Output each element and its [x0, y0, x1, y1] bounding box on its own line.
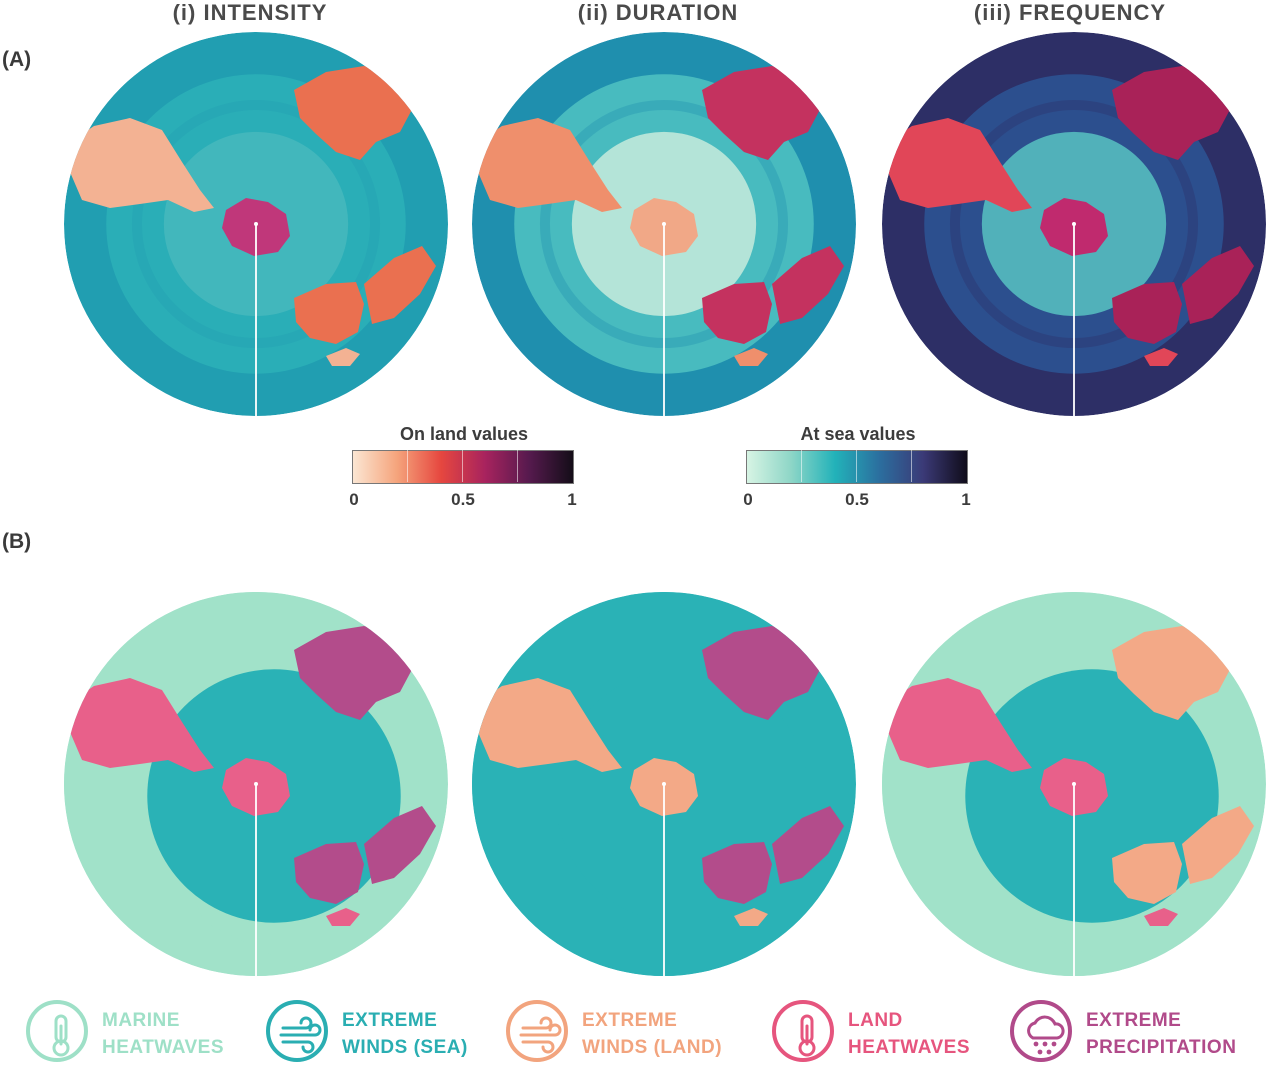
land-australia	[1112, 282, 1182, 344]
land-australia	[1112, 842, 1182, 904]
map-a-duration	[472, 32, 856, 416]
colorbar-land: On land values 0 0.5 1	[349, 424, 577, 514]
land-africa	[294, 66, 416, 160]
land-africa	[1112, 66, 1234, 160]
land-samerica	[478, 118, 622, 212]
column-title-duration: (ii) DURATION	[577, 0, 739, 25]
land-asia	[364, 246, 436, 324]
colorbar-sea-title: At sea values	[800, 424, 916, 444]
colorbar-land-gradient	[352, 450, 574, 484]
land-asia	[364, 806, 436, 884]
land-australia	[702, 282, 772, 344]
land-australia	[294, 842, 364, 904]
colorbar-land-tick-0: 0	[349, 490, 359, 509]
colorbar-sea-gradient	[746, 450, 968, 484]
land-samerica	[888, 118, 1032, 212]
legend-label-line1: EXTREME	[1086, 1010, 1182, 1031]
legend-label-line2: PRECIPITATION	[1086, 1037, 1237, 1058]
map-a-frequency	[882, 32, 1266, 416]
map-b-duration	[472, 592, 856, 976]
legend-label-line1: LAND	[848, 1010, 903, 1031]
land-africa	[1112, 626, 1234, 720]
panel-label-b: (B)	[2, 530, 32, 553]
legend-label-line2: HEATWAVES	[102, 1037, 225, 1058]
land-africa	[294, 626, 416, 720]
wind-icon	[506, 1000, 568, 1062]
map-b-intensity	[64, 592, 448, 976]
land-nz	[1144, 908, 1178, 926]
colorbar-land-title: On land values	[399, 424, 529, 444]
wind-icon	[266, 1000, 328, 1062]
map-a-intensity	[64, 32, 448, 416]
land-samerica	[888, 678, 1032, 772]
colorbar-sea-tick-1: 1	[961, 490, 971, 509]
land-nz	[1144, 348, 1178, 366]
colorbar-land-tick-1: 1	[567, 490, 577, 509]
land-africa	[702, 626, 824, 720]
land-asia	[1182, 246, 1254, 324]
legend-label-line2: HEATWAVES	[848, 1037, 971, 1058]
land-nz	[326, 908, 360, 926]
column-title-frequency: (iii) FREQUENCY	[973, 0, 1167, 25]
legend-label-line1: EXTREME	[342, 1010, 438, 1031]
colorbar-sea: At sea values 0 0.5 1	[743, 424, 971, 514]
land-nz	[734, 348, 768, 366]
land-australia	[702, 842, 772, 904]
column-title-intensity: (i) INTENSITY	[172, 0, 328, 25]
panel-label-a: (A)	[2, 48, 32, 71]
land-samerica	[70, 678, 214, 772]
land-nz	[326, 348, 360, 366]
land-nz	[734, 908, 768, 926]
thermometer-icon	[772, 1000, 834, 1062]
land-asia	[1182, 806, 1254, 884]
map-b-frequency	[882, 592, 1266, 976]
land-samerica	[478, 678, 622, 772]
legend-label-line2: WINDS (LAND)	[582, 1037, 723, 1058]
land-australia	[294, 282, 364, 344]
rain-cloud-icon	[1010, 1000, 1072, 1062]
colorbar-land-tick-mid: 0.5	[451, 490, 475, 509]
legend-label-line1: MARINE	[102, 1010, 180, 1031]
land-samerica	[70, 118, 214, 212]
legend-label-line2: WINDS (SEA)	[342, 1037, 468, 1058]
thermometer-icon	[26, 1000, 88, 1062]
land-asia	[772, 806, 844, 884]
land-africa	[702, 66, 824, 160]
land-asia	[772, 246, 844, 324]
colorbar-sea-tick-mid: 0.5	[845, 490, 869, 509]
colorbar-sea-tick-0: 0	[743, 490, 753, 509]
legend-label-line1: EXTREME	[582, 1010, 678, 1031]
